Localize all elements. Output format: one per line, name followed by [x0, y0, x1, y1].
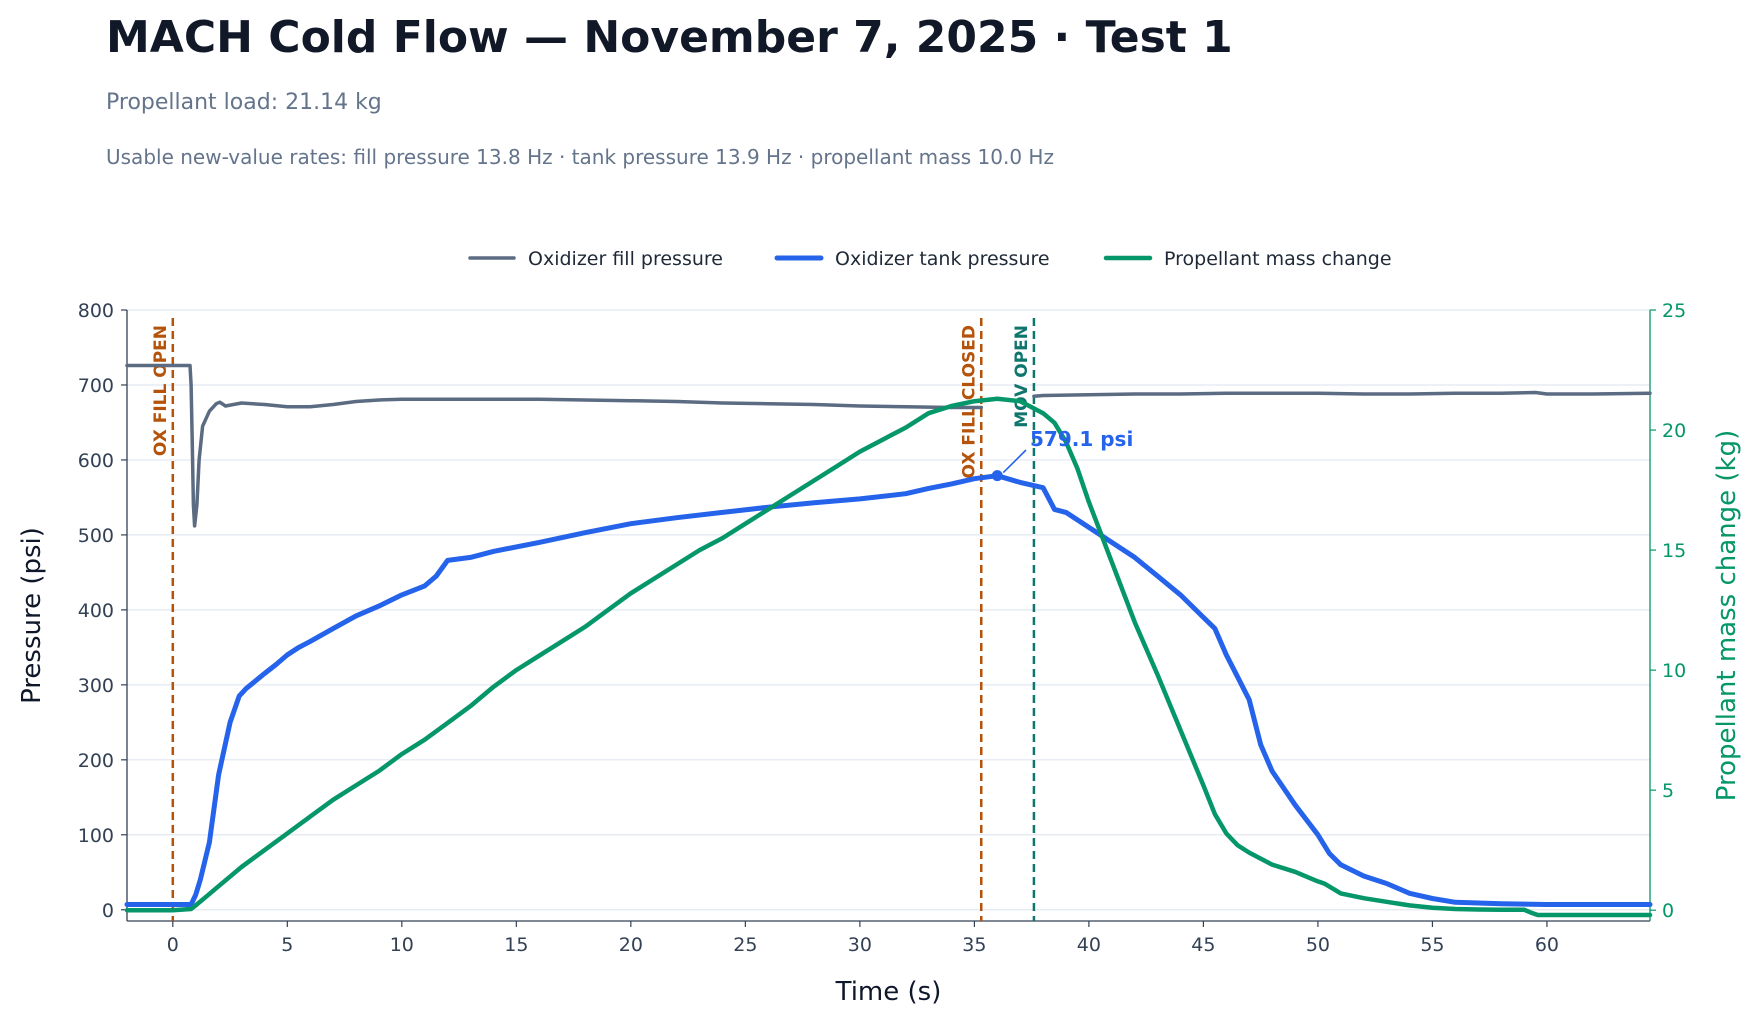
x-tick-label: 45 [1191, 934, 1215, 956]
event-label: OX FILL OPEN [151, 325, 171, 456]
annotation-label: 579.1 psi [1030, 427, 1133, 451]
x-tick-label: 55 [1420, 934, 1444, 956]
y2-tick-label: 20 [1662, 420, 1686, 442]
peak-annotation: 579.1 psi [991, 427, 1133, 482]
x-tick-label: 20 [619, 934, 643, 956]
y-tick-label: 300 [78, 675, 114, 697]
sample-rates-text: Usable new-value rates: fill pressure 13… [106, 145, 1054, 169]
y-tick-label: 600 [78, 450, 114, 472]
series-line [124, 396, 1653, 918]
page-title: MACH Cold Flow — November 7, 2025 · Test… [106, 12, 1233, 63]
x-tick-label: 35 [962, 934, 986, 956]
legend-label: Oxidizer tank pressure [835, 248, 1050, 270]
y-tick-label: 200 [78, 750, 114, 772]
legend-label: Oxidizer fill pressure [528, 248, 723, 270]
series-line [124, 473, 1653, 907]
legend-label: Propellant mass change [1164, 248, 1392, 270]
y2-tick-label: 10 [1662, 660, 1686, 682]
annotation-point [991, 470, 1003, 482]
x-tick-label: 0 [167, 934, 179, 956]
annotation-leader [1002, 449, 1027, 474]
x-tick-label: 60 [1535, 934, 1559, 956]
x-tick-label: 30 [848, 934, 872, 956]
x-tick-label: 15 [504, 934, 528, 956]
y-tick-label: 100 [78, 825, 114, 847]
y2-tick-label: 0 [1662, 900, 1674, 922]
x-tick-label: 40 [1077, 934, 1101, 956]
y2-tick-label: 5 [1662, 780, 1674, 802]
series-lines [124, 363, 1653, 918]
grid-lines [127, 309, 1650, 911]
legend: Oxidizer fill pressure Oxidizer tank pres… [468, 248, 1392, 270]
series-line [125, 363, 1652, 528]
y-tick-label: 400 [78, 600, 114, 622]
event-markers: OX FILL OPEN OX FILL CLOSED MOV OPEN [151, 318, 1036, 921]
x-tick-label: 5 [281, 934, 293, 956]
y-tick-label: 500 [78, 525, 114, 547]
y2-axis-title: Propellant mass change (kg) [1712, 430, 1742, 801]
y-tick-label: 0 [102, 900, 114, 922]
x-tick-label: 50 [1306, 934, 1330, 956]
y-tick-label: 800 [78, 300, 114, 322]
propellant-load-subtitle: Propellant load: 21.14 kg [106, 90, 382, 115]
x-tick-label: 10 [390, 934, 414, 956]
x-tick-label: 25 [733, 934, 757, 956]
event-label: MOV OPEN [1012, 325, 1032, 428]
x-axis-title: Time (s) [835, 977, 942, 1007]
axes: 0 100 200 300 400 500 600 700 800 0 5 10 15 20 25 0 5 10 1… [17, 300, 1742, 1007]
y-tick-label: 700 [78, 375, 114, 397]
y2-tick-label: 15 [1662, 540, 1686, 562]
y2-tick-label: 25 [1662, 300, 1686, 322]
y-axis-title: Pressure (psi) [17, 527, 47, 704]
